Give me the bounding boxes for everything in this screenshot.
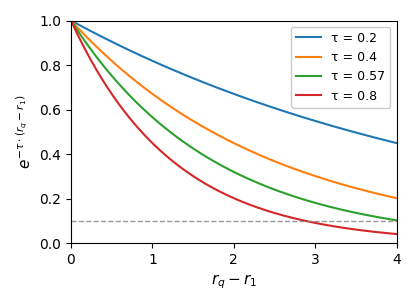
τ = 0.57 <box>69 19 74 22</box>
τ = 0.57 <box>394 218 399 222</box>
τ = 0.2 <box>245 97 250 101</box>
τ = 0.4 <box>394 196 399 200</box>
τ = 0.4 <box>245 147 250 151</box>
τ = 0.4 <box>386 195 391 198</box>
τ = 0.2 <box>223 89 228 93</box>
τ = 0.8 <box>223 192 228 196</box>
τ = 0.57 <box>245 177 250 180</box>
τ = 0.8 <box>225 193 230 197</box>
τ = 0.57 <box>262 184 267 188</box>
Line: τ = 0.57: τ = 0.57 <box>71 21 396 220</box>
τ = 0.8 <box>69 19 74 22</box>
τ = 0.57 <box>223 166 228 170</box>
τ = 0.8 <box>386 231 391 235</box>
τ = 0.2 <box>335 126 340 129</box>
τ = 0.2 <box>394 141 399 145</box>
τ = 0.57 <box>335 207 340 211</box>
τ = 0.4 <box>262 155 267 159</box>
τ = 0.8 <box>335 225 340 229</box>
τ = 0.4 <box>225 138 230 142</box>
τ = 0.2 <box>69 19 74 22</box>
τ = 0.8 <box>394 232 399 236</box>
τ = 0.8 <box>262 208 267 212</box>
τ = 0.2 <box>262 103 267 107</box>
τ = 0.4 <box>335 181 340 185</box>
τ = 0.8 <box>245 202 250 206</box>
Line: τ = 0.4: τ = 0.4 <box>71 21 396 198</box>
Line: τ = 0.8: τ = 0.8 <box>71 21 396 234</box>
X-axis label: $r_q - r_1$: $r_q - r_1$ <box>210 272 257 291</box>
τ = 0.57 <box>386 217 391 221</box>
Line: τ = 0.2: τ = 0.2 <box>71 21 396 143</box>
τ = 0.4 <box>223 137 228 141</box>
Legend: τ = 0.2, τ = 0.4, τ = 0.57, τ = 0.8: τ = 0.2, τ = 0.4, τ = 0.57, τ = 0.8 <box>291 27 390 107</box>
τ = 0.57 <box>225 167 230 171</box>
Y-axis label: $e^{-\tau \cdot (r_q - r_1)}$: $e^{-\tau \cdot (r_q - r_1)}$ <box>15 95 34 169</box>
τ = 0.2 <box>386 139 391 143</box>
τ = 0.4 <box>69 19 74 22</box>
τ = 0.2 <box>225 90 230 93</box>
